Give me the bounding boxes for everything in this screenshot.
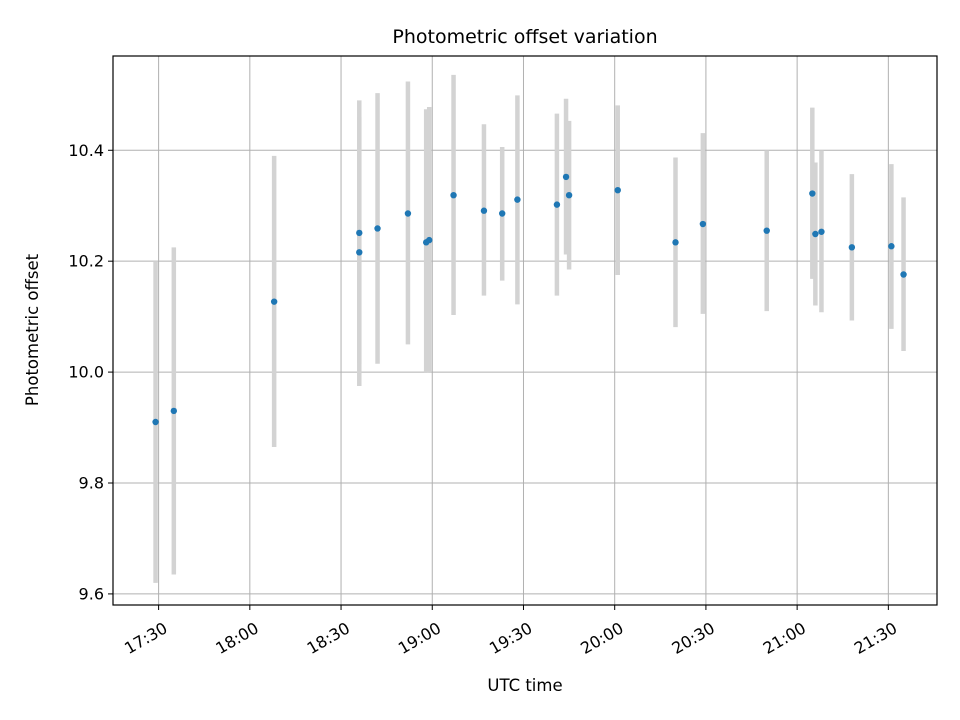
data-point (565, 191, 573, 199)
x-axis-label: UTC time (487, 676, 562, 695)
data-point (614, 187, 621, 194)
y-tick-label: 10.4 (68, 141, 104, 160)
data-point (848, 244, 856, 251)
data-point (426, 236, 433, 244)
data-point (809, 190, 816, 197)
data-point (672, 239, 679, 246)
data-point (699, 220, 707, 228)
data-point (270, 298, 278, 305)
data-point (900, 271, 907, 278)
data-point (498, 210, 506, 217)
y-axis-label: Photometric offset (23, 253, 42, 406)
data-point (374, 225, 381, 232)
y-tick-label: 10.0 (68, 363, 104, 382)
data-point (404, 210, 412, 217)
y-axis-ticks: 9.6 9.8 10.0 10.2 10.4 (68, 141, 113, 603)
data-point (553, 201, 561, 208)
data-point (562, 173, 570, 181)
data-point (356, 249, 363, 256)
data-point (356, 229, 363, 237)
data-point (450, 191, 457, 199)
data-point (152, 418, 159, 426)
y-tick-label: 9.6 (79, 584, 104, 603)
grid (113, 56, 937, 605)
data-point (763, 227, 770, 234)
chart-title: Photometric offset variation (392, 26, 657, 48)
data-point (818, 228, 825, 235)
data-point (170, 407, 178, 415)
data-point (480, 207, 488, 214)
data-point (888, 243, 895, 250)
data-point (514, 196, 521, 203)
data-points (152, 173, 907, 426)
y-tick-label: 9.8 (79, 474, 104, 493)
data-point (812, 230, 819, 238)
plot-frame (112, 55, 938, 606)
y-tick-label: 10.2 (68, 252, 104, 271)
